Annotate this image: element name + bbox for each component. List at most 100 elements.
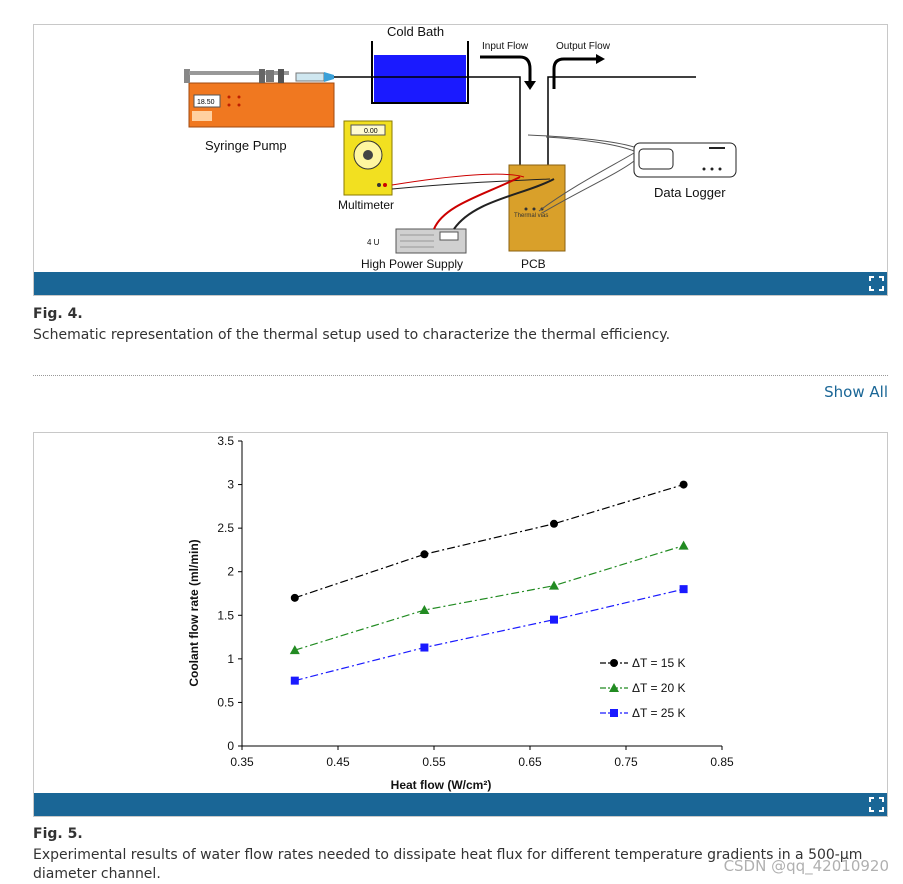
thermal-via <box>532 207 536 211</box>
data-logger: Data Logger <box>633 142 737 200</box>
thermocouple-wire <box>538 152 635 212</box>
power-wire-black <box>453 178 555 230</box>
input-flow-arrowhead <box>524 81 536 90</box>
data-point <box>549 580 559 590</box>
multimeter-value: 0.00 <box>364 128 378 135</box>
thermocouple-wire <box>527 134 635 148</box>
syringe <box>295 72 325 82</box>
pump-led <box>227 103 231 107</box>
data-point <box>420 643 429 652</box>
multimeter-wire-red <box>391 173 525 186</box>
data-point <box>289 645 300 655</box>
figure-5-toolbar <box>34 793 887 816</box>
y-tick-label: 0 <box>227 739 234 753</box>
cold-bath: Cold Bath <box>371 25 469 104</box>
show-all-link[interactable]: Show All <box>824 383 888 401</box>
multimeter-display <box>350 124 386 136</box>
thermal-via <box>524 207 528 211</box>
input-tube <box>374 76 521 165</box>
data-point <box>290 593 299 602</box>
legend-label: ΔT = 20 K <box>632 681 686 695</box>
cold-bath-label: Cold Bath <box>387 25 444 39</box>
series-line <box>294 483 684 599</box>
expand-icon[interactable] <box>869 797 884 812</box>
power-supply-mark: 4 U <box>367 238 380 247</box>
pcb-label: PCB <box>521 257 546 271</box>
data-logger-label: Data Logger <box>654 185 726 200</box>
cold-bath-vessel <box>371 41 469 104</box>
x-tick-label: 0.45 <box>326 755 350 769</box>
y-tick-label: 2 <box>227 565 234 579</box>
multimeter-knob <box>363 150 373 160</box>
syringe-pump-label: Syringe Pump <box>205 138 287 153</box>
thermocouple-wire <box>545 136 635 152</box>
expand-icon[interactable] <box>869 276 884 291</box>
pump-display-value: 18.50 <box>197 99 215 106</box>
x-axis-label: Heat flow (W/cm²) <box>391 778 492 792</box>
watermark: CSDN @qq_42010920 <box>723 857 889 875</box>
syringe-tip <box>324 72 334 82</box>
y-axis-label: Coolant flow rate (ml/min) <box>187 539 201 686</box>
legend-label: ΔT = 15 K <box>632 656 686 670</box>
pump-keypad <box>192 111 212 121</box>
figure-4: 18.50 Syringe Pump Cold Bath Input Flow … <box>33 24 888 296</box>
figure-4-caption: Schematic representation of the thermal … <box>33 327 671 343</box>
figure-5: 0 0.5 1 1.5 2 2.5 3 3.5 0.35 0.45 0.55 0.65 0.75 0.85… <box>33 432 888 817</box>
y-tick-label: 1 <box>227 652 234 666</box>
data-logger-port <box>718 167 722 171</box>
power-wire-red <box>433 176 521 230</box>
high-power-supply: 4 U High Power Supply <box>361 228 467 271</box>
legend-marker <box>609 683 619 692</box>
pump-clamp <box>278 69 284 83</box>
data-point <box>678 540 689 550</box>
pump-rail <box>184 69 190 83</box>
pump-display <box>193 94 221 108</box>
figure-4-label: Fig. 4. <box>33 306 83 322</box>
x-tick-label: 0.55 <box>422 755 446 769</box>
pump-rail <box>189 71 289 75</box>
section-divider <box>33 375 888 376</box>
multimeter-wire-black <box>391 178 551 190</box>
cold-bath-water <box>374 55 466 103</box>
x-tick-label: 0.65 <box>518 755 542 769</box>
data-logger-port <box>702 167 706 171</box>
data-logger-slot <box>709 147 725 149</box>
syringe-pump: 18.50 Syringe Pump <box>184 69 335 153</box>
thermal-setup-schematic: 18.50 Syringe Pump Cold Bath Input Flow … <box>184 25 737 271</box>
thermal-vias-label: Thermal vias <box>514 213 548 219</box>
data-logger-screen <box>638 148 674 170</box>
multimeter-jack <box>377 183 381 187</box>
x-tick-label: 0.75 <box>614 755 638 769</box>
flow-rate-chart: 0 0.5 1 1.5 2 2.5 3 3.5 0.35 0.45 0.55 0.65 0.75 0.85… <box>187 434 734 792</box>
legend-label: ΔT = 25 K <box>632 706 686 720</box>
figure-4-toolbar <box>34 272 887 295</box>
x-tick-label: 0.35 <box>230 755 254 769</box>
input-flow-arrow <box>480 55 532 83</box>
output-flow-label: Output Flow <box>556 41 611 52</box>
series-line <box>294 544 684 651</box>
multimeter: 0.00 Multimeter <box>338 120 394 212</box>
y-tick-label: 3 <box>227 478 234 492</box>
data-point <box>420 550 429 559</box>
y-tick-label: 1.5 <box>217 608 234 622</box>
y-tick-label: 3.5 <box>217 434 234 448</box>
data-point <box>550 615 558 624</box>
power-supply-label: High Power Supply <box>361 257 463 271</box>
pump-led <box>237 103 241 107</box>
pump-clamp <box>266 70 274 82</box>
data-point <box>679 585 688 594</box>
pump-led <box>237 95 241 99</box>
thermocouple-wire <box>541 160 635 214</box>
data-point <box>550 519 558 528</box>
data-point <box>290 676 299 685</box>
legend-marker <box>610 709 618 717</box>
y-tick-label: 2.5 <box>217 521 234 535</box>
data-point <box>419 605 430 615</box>
multimeter-jack <box>383 183 387 187</box>
output-flow-arrow <box>552 57 596 89</box>
data-point <box>679 480 688 489</box>
output-flow-arrowhead <box>596 54 605 64</box>
pump-led <box>227 95 231 99</box>
figure-5-caption: Experimental results of water flow rates… <box>33 847 863 882</box>
data-logger-port <box>710 167 714 171</box>
